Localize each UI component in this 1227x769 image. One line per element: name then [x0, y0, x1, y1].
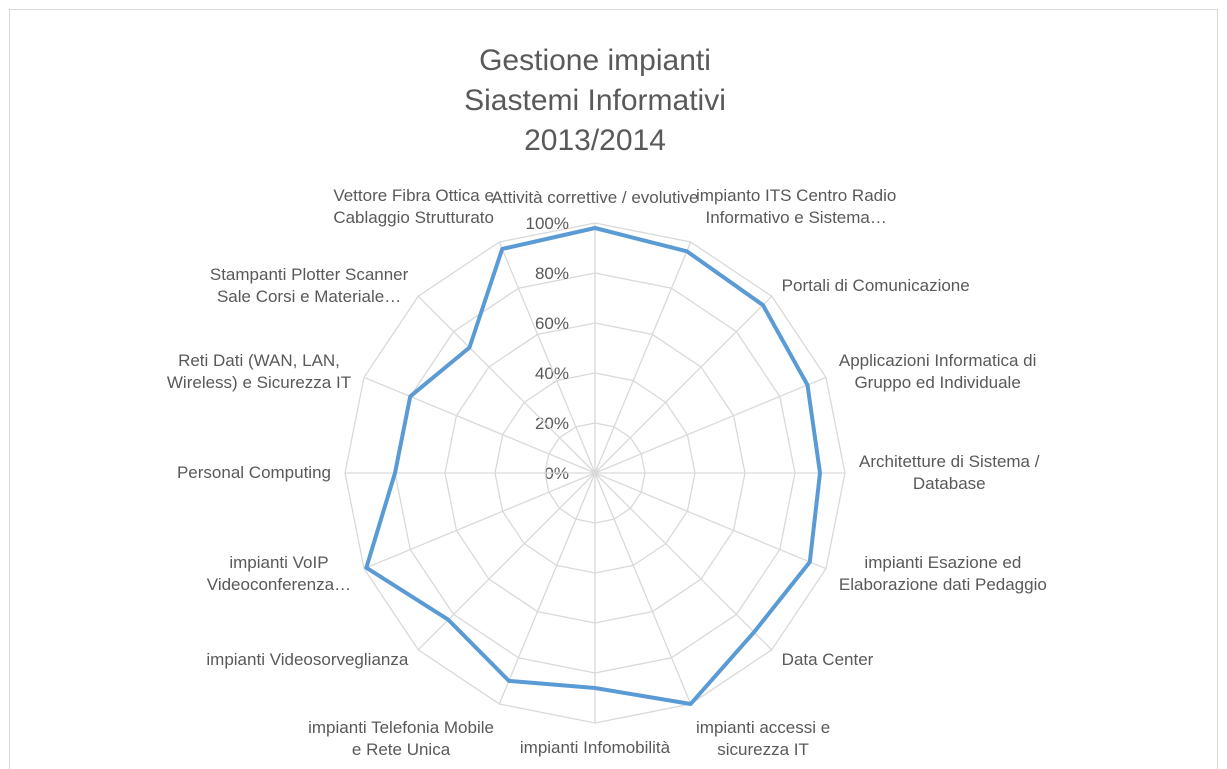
spoke — [498, 241, 596, 474]
spoke — [594, 472, 692, 705]
spoke — [417, 472, 596, 651]
category-label: Reti Dati (WAN, LAN, Wireless) e Sicurez… — [166, 350, 352, 392]
series-line — [364, 226, 822, 706]
spoke — [594, 295, 773, 474]
category-label: Data Center — [781, 649, 874, 669]
spoke — [594, 472, 773, 651]
y-tick-label: 40% — [535, 364, 569, 383]
category-label: impianti Esazione ed Elaborazione dati P… — [838, 553, 1047, 595]
category-label: Architetture di Sistema / Database — [859, 452, 1040, 493]
spoke — [594, 241, 692, 474]
category-label: Personal Computing — [176, 463, 331, 482]
y-tick-label: 20% — [535, 414, 569, 433]
category-label: impianti accessi e sicurezza IT — [696, 717, 831, 759]
category-label: impianti Videosorveglianza — [206, 649, 409, 669]
category-label: Attività correttive / evolutive — [491, 188, 699, 207]
category-label: Vettore Fibra Ottica e Cablaggio Struttu… — [333, 186, 494, 228]
spoke — [417, 295, 596, 474]
spoke — [363, 472, 596, 570]
category-label: impianti Telefonia Mobile e Rete Unica — [308, 717, 494, 759]
chart-title: Gestione impianti — [479, 44, 711, 77]
spoke — [594, 376, 827, 474]
category-label: Portali di Comunicazione — [781, 276, 970, 296]
chart-title: Siastemi Informativi — [464, 84, 726, 117]
category-label: impianti VoIP Videoconferenza… — [206, 553, 352, 595]
category-label: impianti Infomobilità — [519, 738, 671, 757]
category-label: Applicazioni Informatica di Gruppo ed In… — [838, 350, 1037, 392]
spoke — [363, 376, 596, 474]
spoke — [498, 472, 596, 705]
y-tick-label: 100% — [526, 214, 569, 233]
category-label: impianto ITS Centro Radio Informativo e … — [696, 186, 897, 228]
y-tick-label: 60% — [535, 314, 569, 333]
spoke — [594, 472, 827, 570]
chart-frame — [9, 9, 1218, 769]
category-label: Stampanti Plotter Scanner Sale Corsi e M… — [209, 265, 409, 307]
y-tick-label: 80% — [535, 264, 569, 283]
chart-title: 2013/2014 — [524, 124, 666, 157]
